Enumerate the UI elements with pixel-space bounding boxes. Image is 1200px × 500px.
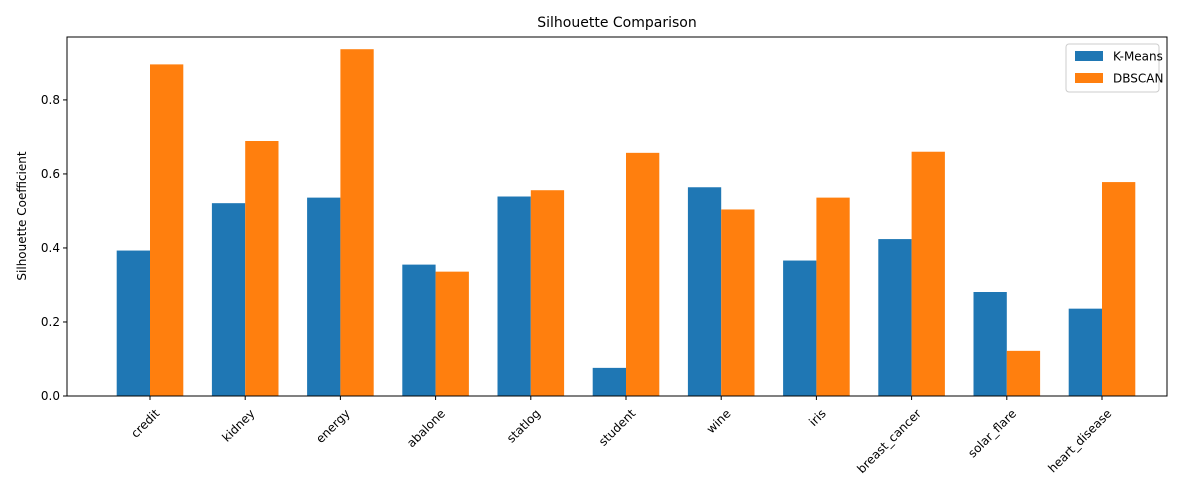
x-tick-label-student: student [596,406,639,449]
bar-kmeans-heart-disease [1068,308,1102,396]
plot-frame [66,36,1168,397]
bar-dbscan-kidney [245,141,279,396]
x-tick-label-statlog: statlog [504,406,543,445]
x-tick-label-wine: wine [704,406,734,436]
bar-kmeans-abalone [402,264,436,396]
bar-kmeans-iris [783,260,817,396]
bar-dbscan-solar-flare [1006,350,1041,396]
legend-label-kmeans: K-Means [1113,50,1163,64]
y-tick-label-0: 0.0 [41,389,60,403]
y-tick-label-2: 0.4 [41,241,60,255]
x-tick-label-abalone: abalone [404,406,448,450]
bar-dbscan-student [626,152,660,396]
bar-kmeans-energy [307,197,341,396]
x-tick-label-energy: energy [313,406,352,445]
bars-layer [116,49,1136,397]
bar-dbscan-abalone [435,271,469,396]
x-tick-label-kidney: kidney [219,406,257,444]
bar-dbscan-energy [340,49,374,397]
chart-title: Silhouette Comparison [537,15,696,31]
x-tick-label-breast-cancer: breast_cancer [854,406,924,476]
y-axis-title: Silhouette Coefficient [15,151,29,280]
bar-kmeans-breast-cancer [878,239,912,396]
bar-dbscan-breast-cancer [911,151,945,396]
bar-dbscan-heart-disease [1102,182,1136,396]
y-axis-ticks: 0.0 0.2 0.4 0.6 0.8 [41,93,67,403]
x-tick-label-credit: credit [128,406,162,440]
y-tick-label-1: 0.2 [41,315,60,329]
x-tick-label-solar-flare: solar_flare [965,406,1019,460]
bar-kmeans-student [592,367,626,396]
legend-swatch-dbscan [1075,73,1103,83]
x-tick-label-iris: iris [806,406,829,429]
bar-kmeans-credit [116,250,150,396]
legend-swatch-kmeans [1075,51,1103,61]
bar-dbscan-credit [150,64,184,396]
legend-label-dbscan: DBSCAN [1113,72,1163,86]
bar-kmeans-kidney [211,203,246,396]
x-axis-ticks: credit kidney energy abalone statlog student w… [128,396,1114,476]
bar-dbscan-iris [816,197,850,396]
y-tick-label-3: 0.6 [41,167,60,181]
y-tick-label-4: 0.8 [41,93,60,107]
legend: K-Means DBSCAN [1065,43,1163,93]
bar-kmeans-wine [687,187,722,396]
bar-dbscan-statlog [530,190,565,396]
bar-kmeans-statlog [497,196,531,396]
x-tick-label-heart-disease: heart_disease [1045,406,1114,475]
bar-kmeans-solar-flare [973,292,1007,396]
bar-dbscan-wine [721,209,755,396]
